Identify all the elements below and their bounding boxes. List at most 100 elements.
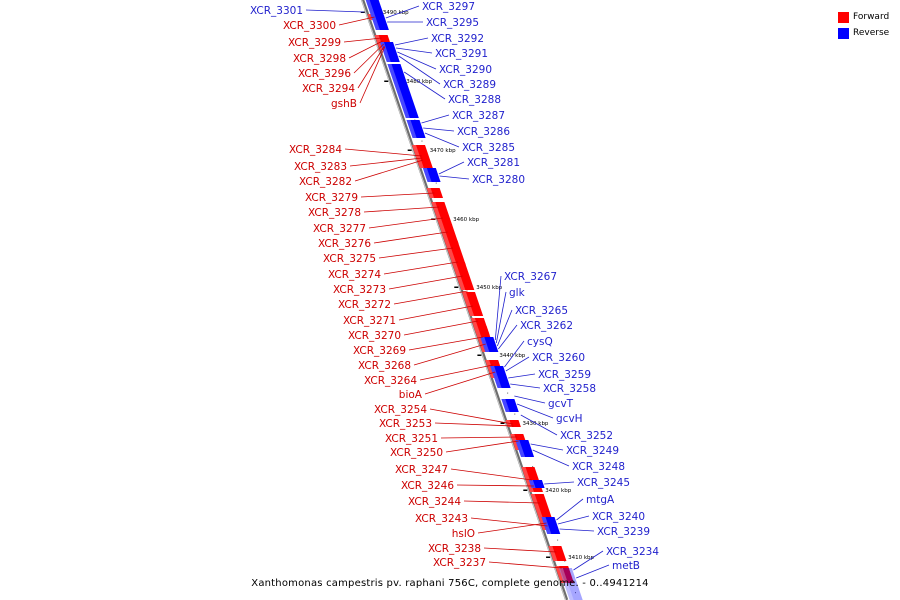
gene-highlight <box>365 0 380 30</box>
gene-highlight <box>461 292 475 316</box>
forward-gene <box>438 224 459 244</box>
minor-tick <box>574 592 576 594</box>
gene-highlight <box>548 546 558 561</box>
leader-line <box>463 500 540 504</box>
reverse-gene <box>490 366 511 388</box>
forward-gene-label: XCR_3269 <box>353 345 406 357</box>
reverse-gene-label: gcvT <box>548 398 574 410</box>
leader-line <box>576 564 610 579</box>
leader-line <box>520 414 558 436</box>
leader-line <box>394 37 429 46</box>
legend-item-forward: Forward <box>838 9 900 25</box>
kbp-tick-label: 3430 kbp <box>523 421 549 427</box>
reverse-gene-label: XCR_3292 <box>431 33 484 45</box>
leader-line <box>494 275 502 341</box>
leader-line <box>498 324 518 350</box>
reverse-gene-label: cysQ <box>527 336 553 348</box>
forward-gene-label: XCR_3237 <box>433 557 486 569</box>
reverse-gene-label: XCR_3289 <box>443 79 496 91</box>
leader-line <box>559 528 595 532</box>
reverse-gene <box>541 517 561 534</box>
forward-gene-label: XCR_3275 <box>323 253 376 265</box>
gene-highlight <box>412 145 424 168</box>
reverse-gene <box>406 120 426 138</box>
forward-gene <box>530 494 553 520</box>
reverse-gene-label: XCR_3239 <box>597 526 650 538</box>
kbp-tick-label: 3470 kbp <box>430 148 456 154</box>
kbp-tick-label: 3410 kbp <box>568 555 594 561</box>
reverse-gene-label: metB <box>612 560 640 572</box>
minor-tick <box>435 182 437 184</box>
forward-gene <box>412 145 433 168</box>
forward-gene-label: XCR_3271 <box>343 315 396 327</box>
minor-tick <box>532 466 534 468</box>
reverse-gene-label: XCR_3249 <box>566 445 619 457</box>
reverse-gene <box>365 0 389 30</box>
leader-line <box>477 522 547 534</box>
leader-line <box>504 340 525 368</box>
reverse-gene-label: XCR_3260 <box>532 352 585 364</box>
gene-highlight <box>422 168 432 182</box>
legend: Forward Reverse <box>838 9 900 41</box>
leader-line <box>421 114 450 124</box>
reverse-gene-label: XCR_3285 <box>462 142 515 154</box>
forward-gene-label: XCR_3299 <box>288 37 341 49</box>
leader-line <box>338 16 375 26</box>
leader-line <box>488 561 562 569</box>
forward-gene-label: gshB <box>331 98 357 110</box>
forward-gene-label: XCR_3244 <box>408 496 461 508</box>
leader-line <box>516 403 554 419</box>
forward-gene <box>431 202 453 225</box>
kbp-tick-mark <box>500 422 505 424</box>
kbp-tick-mark <box>477 354 482 356</box>
leader-line <box>360 192 435 198</box>
leader-line <box>353 43 384 74</box>
reverse-gene-label: XCR_3267 <box>504 271 557 283</box>
leader-line <box>440 436 518 439</box>
leader-line <box>438 161 465 175</box>
forward-gene-label: XCR_3282 <box>299 176 352 188</box>
leader-line <box>445 440 519 453</box>
forward-gene <box>461 292 484 316</box>
kbp-tick-label: 3460 kbp <box>453 217 479 223</box>
leader-line <box>544 481 575 485</box>
kbp-tick-label: 3420 kbp <box>545 488 571 494</box>
leader-line <box>532 449 570 467</box>
leader-line <box>388 275 463 290</box>
kbp-tick-mark <box>454 286 459 288</box>
forward-gene-label: hslO <box>452 528 475 540</box>
forward-gene <box>451 262 475 290</box>
gene-highlight <box>444 240 457 265</box>
leader-line <box>385 5 420 19</box>
forward-gene-label: XCR_3254 <box>374 404 427 416</box>
legend-item-reverse: Reverse <box>838 25 900 41</box>
forward-gene <box>426 188 444 198</box>
forward-gene <box>548 546 567 561</box>
forward-gene-label: XCR_3268 <box>358 360 411 372</box>
reverse-gene-label: XCR_3297 <box>422 1 475 13</box>
kbp-tick-mark <box>546 556 551 558</box>
gene-labels: XCR_3300 XCR_3299 XCR_3298 XCR_3296 XCR_3294… <box>250 1 659 572</box>
forward-gene-label: XCR_3247 <box>395 464 448 476</box>
reverse-gene-label: XCR_3286 <box>457 126 510 138</box>
leader-line <box>393 290 468 305</box>
forward-gene-label: XCR_3251 <box>385 433 438 445</box>
leader-line <box>510 383 541 389</box>
gene-highlight <box>451 262 466 290</box>
leader-line <box>419 364 493 381</box>
leader-line <box>359 46 386 104</box>
leader-line <box>398 55 441 85</box>
legend-swatch-reverse <box>838 27 849 39</box>
leader-line <box>514 395 546 404</box>
reverse-gene <box>558 568 583 600</box>
gene-highlight <box>530 494 544 520</box>
reverse-gene-label: XCR_3290 <box>439 64 492 76</box>
reverse-gene-label: XCR_3291 <box>435 48 488 60</box>
genome-caption: Xanthomonas campestris pv. raphani 756C,… <box>251 578 649 589</box>
forward-gene-label: XCR_3298 <box>293 53 346 65</box>
gene-highlight <box>387 64 410 118</box>
legend-label-reverse: Reverse <box>853 28 890 38</box>
leader-line <box>408 336 484 351</box>
forward-gene-label: XCR_3300 <box>283 20 336 32</box>
kbp-tick-label: 3490 kbp <box>383 10 409 16</box>
